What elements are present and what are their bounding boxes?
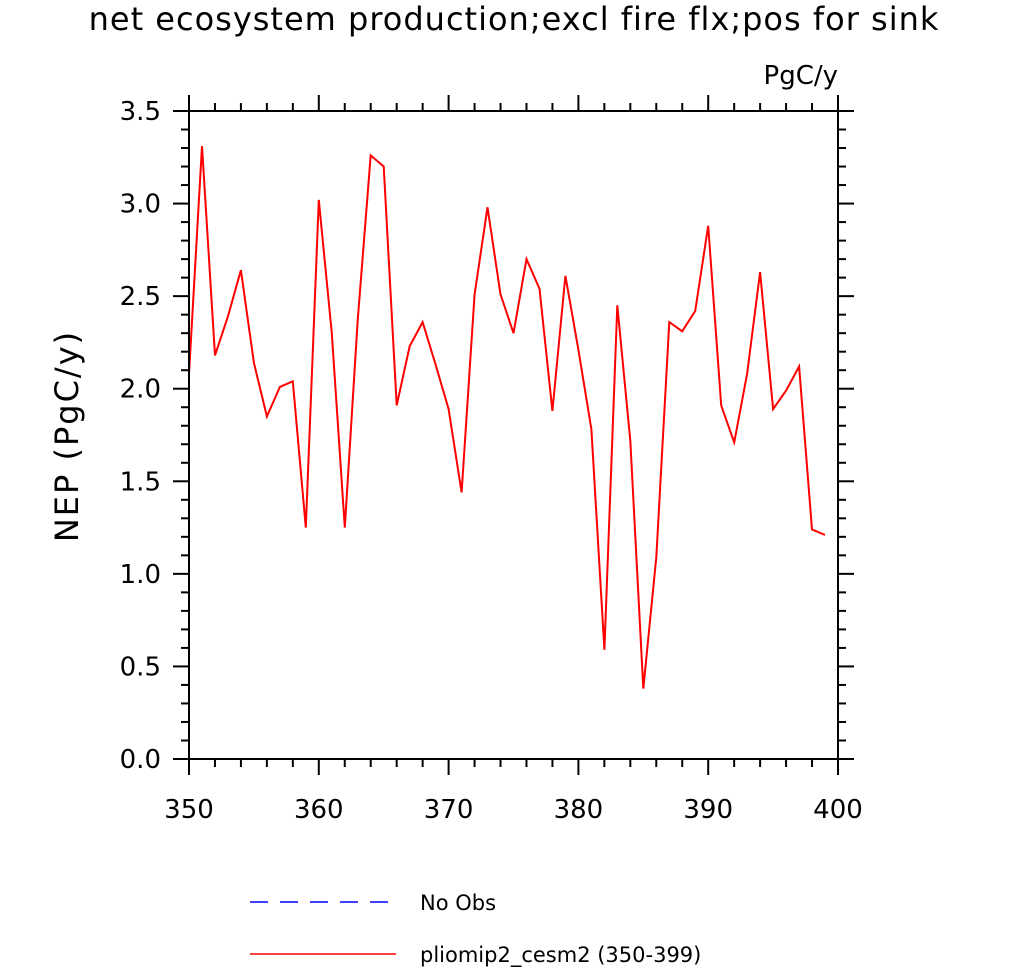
y-tick-label: 3.5	[120, 97, 161, 127]
x-tick-label: 390	[683, 795, 733, 825]
x-tick-label: 370	[424, 795, 474, 825]
series-line-1	[188, 146, 826, 689]
x-tick-label: 380	[554, 795, 604, 825]
x-tick-label: 400	[813, 795, 863, 825]
x-tick-label: 350	[164, 795, 214, 825]
y-tick-label: 1.5	[120, 467, 161, 497]
x-tick-labels: 350 360 370 380 390 400	[164, 795, 863, 825]
y-tick-label: 2.5	[120, 282, 161, 312]
y-axis-label: NEP (PgC/y)	[48, 330, 86, 542]
legend-label-0: No Obs	[420, 891, 496, 915]
chart-units: PgC/y	[764, 61, 838, 91]
legend: No Obs pliomip2_cesm2 (350-399)	[250, 891, 701, 967]
series-layer	[188, 146, 826, 689]
axis-ticks	[173, 95, 854, 775]
y-tick-label: 1.0	[120, 560, 161, 590]
y-tick-label: 0.0	[120, 745, 161, 775]
y-tick-label: 2.0	[120, 375, 161, 405]
y-tick-label: 0.5	[120, 652, 161, 682]
legend-label-1: pliomip2_cesm2 (350-399)	[420, 943, 701, 967]
chart-title: net ecosystem production;excl fire flx;p…	[89, 0, 940, 38]
y-tick-label: 3.0	[120, 190, 161, 220]
plot-frame	[188, 110, 839, 760]
x-tick-label: 360	[294, 795, 344, 825]
y-tick-labels: 0.0 0.5 1.0 1.5 2.0 2.5 3.0 3.5	[120, 97, 161, 775]
